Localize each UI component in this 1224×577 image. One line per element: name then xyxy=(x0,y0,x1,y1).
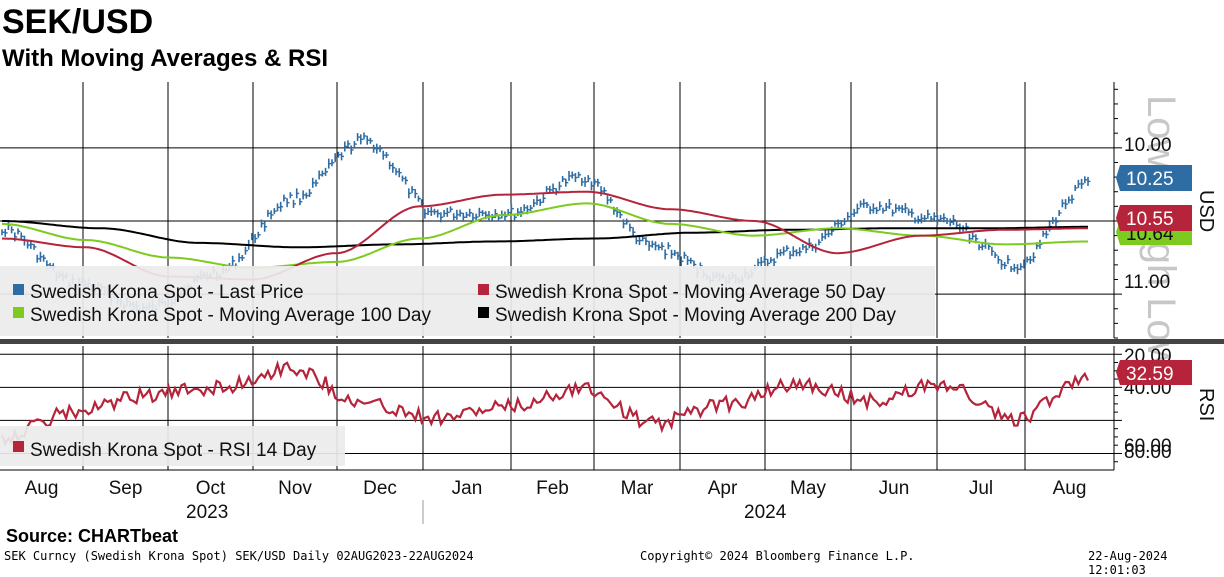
rsi-tick-label: 60.00 xyxy=(1124,436,1172,457)
upper-legend-box xyxy=(0,266,935,336)
rsi-line xyxy=(0,359,1089,447)
lower-legend-box xyxy=(0,426,345,466)
ma200-line xyxy=(2,220,1088,249)
x-month-label: Nov xyxy=(278,478,312,499)
x-month-label: Mar xyxy=(621,478,654,499)
x-month-label: Aug xyxy=(25,478,59,499)
x-month-label: May xyxy=(790,478,826,499)
x-month-label: Jul xyxy=(969,478,993,499)
footer-center: Copyright© 2024 Bloomberg Finance L.P. xyxy=(640,549,915,563)
legend-label-price: Swedish Krona Spot - Last Price xyxy=(30,282,304,303)
footer-right: 22-Aug-2024 12:01:03 xyxy=(1088,549,1168,577)
legend-swatch-ma200 xyxy=(478,307,489,318)
tag-price-value: 10.25 xyxy=(1126,169,1174,190)
upper-axis-title: USD xyxy=(1195,190,1217,232)
tag-rsi: 32.59 xyxy=(1116,360,1192,385)
x-month-label: Jun xyxy=(879,478,910,499)
legend-label-rsi: Swedish Krona Spot - RSI 14 Day xyxy=(30,440,317,461)
chart-title: SEK/USD xyxy=(2,3,154,41)
rsi-tick-label: 80.00 xyxy=(1124,442,1172,463)
tag-rsi-value: 32.59 xyxy=(1126,364,1174,385)
y-tick-label: 11.00 xyxy=(1124,272,1170,293)
legend-swatch-price xyxy=(13,284,24,295)
x-month-label: Sep xyxy=(109,478,143,499)
tag-ma50-value: 10.55 xyxy=(1126,209,1174,230)
y-tick-label: 10.00 xyxy=(1124,135,1172,156)
x-month-label: Feb xyxy=(536,478,569,499)
x-month-label: Jan xyxy=(452,478,483,499)
ma100-line xyxy=(1,202,1088,269)
x-month-label: Aug xyxy=(1053,478,1087,499)
x-month-label: Oct xyxy=(196,478,226,499)
tag-ma50: 10.55 xyxy=(1116,205,1192,231)
legend-label-ma50: Swedish Krona Spot - Moving Average 50 D… xyxy=(495,282,886,303)
lower-axis-title: RSI xyxy=(1195,388,1217,421)
legend-swatch-rsi xyxy=(13,441,24,452)
legend-label-ma100: Swedish Krona Spot - Moving Average 100 … xyxy=(30,305,431,326)
panel-divider xyxy=(0,339,1224,344)
footer-left: SEK Curncy (Swedish Krona Spot) SEK/USD … xyxy=(4,549,474,563)
year-label-2023: 2023 xyxy=(186,502,228,523)
x-month-label: Apr xyxy=(708,478,738,499)
legend-swatch-ma50 xyxy=(478,284,489,295)
x-axis-months: Aug Sep Oct Nov Dec Jan Feb Mar Apr May Jun Jul Aug xyxy=(25,478,1087,499)
x-month-label: Dec xyxy=(363,478,397,499)
legend-swatch-ma100 xyxy=(13,307,24,318)
legend-label-ma200: Swedish Krona Spot - Moving Average 200 … xyxy=(495,305,896,326)
tag-price: 10.25 xyxy=(1116,165,1192,191)
source-note: Source: CHARTbeat xyxy=(6,526,179,546)
year-label-2024: 2024 xyxy=(744,502,787,523)
chart-subtitle: With Moving Averages & RSI xyxy=(2,45,329,72)
